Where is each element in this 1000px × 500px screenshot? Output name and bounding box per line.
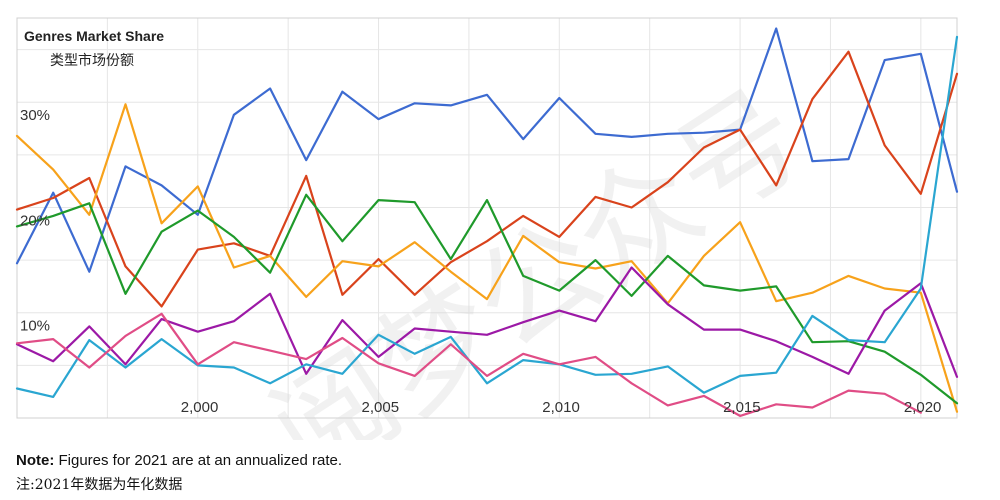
series-line-cyan xyxy=(15,35,959,398)
grid xyxy=(16,17,958,419)
tick-labels: 30% 20% 10% 2,000 2,005 2,010 2,015 2,020 xyxy=(20,107,941,416)
series-line-red xyxy=(15,50,959,308)
series-line-orange xyxy=(15,103,959,413)
x-tick-label: 2,010 xyxy=(542,399,580,416)
chart-title: Genres Market Share xyxy=(24,28,165,44)
series-lines xyxy=(15,27,959,417)
footnote-chinese: 注:2021年数据为年化数据 xyxy=(16,477,183,493)
y-tick-label: 10% xyxy=(20,318,50,335)
line-chart: 阅梦公众号 30%20%10%2,000 2,005 2,010 2,015 2,020 xyxy=(15,17,959,440)
x-tick-label: 2,015 xyxy=(723,399,761,416)
series-line-green xyxy=(15,193,959,405)
y-tick-label: 20% xyxy=(20,212,50,229)
footnote-label: Note: xyxy=(16,452,55,469)
x-tick-label: 2,000 xyxy=(181,399,219,416)
footnote-text: Figures for 2021 are at an annualized ra… xyxy=(54,452,343,469)
series-line-blue xyxy=(15,27,959,273)
x-tick-label: 2,020 xyxy=(904,399,942,416)
series-line-purple xyxy=(15,266,959,378)
plot-border xyxy=(16,17,958,419)
footnote: Note: Figures for 2021 are at an annuali… xyxy=(16,452,342,469)
x-tick-label: 2,005 xyxy=(362,399,400,416)
series-line-pink xyxy=(15,312,922,417)
chart-subtitle: 类型市场份额 xyxy=(50,53,134,69)
y-tick-label: 30% xyxy=(20,107,50,124)
